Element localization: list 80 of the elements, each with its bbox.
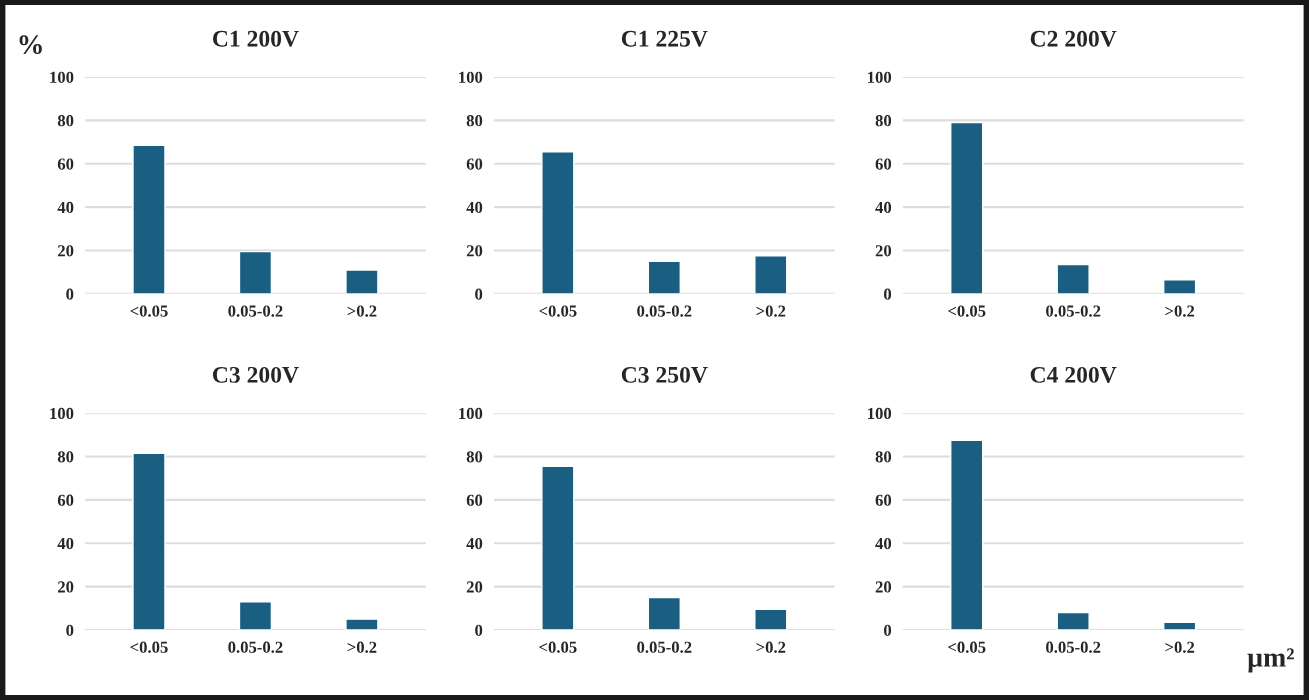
y-tick-label: 80 xyxy=(875,115,892,127)
x-tick-label: >0.2 xyxy=(1165,641,1195,653)
bar xyxy=(647,260,681,294)
y-tick-label: 40 xyxy=(466,201,483,214)
bar xyxy=(238,601,273,630)
y-axis-title: % xyxy=(19,35,42,55)
x-tick-label: <0.05 xyxy=(948,641,986,653)
bar xyxy=(345,618,379,630)
y-tick-label: 20 xyxy=(466,581,483,593)
y-tick-label: 40 xyxy=(466,537,483,550)
bar xyxy=(950,439,984,630)
y-tick-label: 100 xyxy=(50,407,74,420)
y-tick-label: 20 xyxy=(466,245,483,257)
y-tick-label: 20 xyxy=(875,581,892,593)
bar xyxy=(541,151,575,294)
bar xyxy=(132,144,166,294)
y-tick-label: 80 xyxy=(466,451,483,463)
y-tick-label: 0 xyxy=(475,288,483,300)
bar xyxy=(754,608,788,630)
y-tick-label: 0 xyxy=(884,624,892,636)
x-tick-label: <0.05 xyxy=(130,305,168,317)
y-tick-label: 100 xyxy=(459,71,483,83)
x-tick-label: <0.05 xyxy=(539,641,577,653)
bar xyxy=(754,255,788,294)
x-tick-label: >0.2 xyxy=(756,641,786,653)
y-tick-label: 60 xyxy=(466,158,483,170)
chart-title: C4 200V xyxy=(1030,366,1117,383)
y-tick-label: 60 xyxy=(57,494,74,506)
y-tick-label: 60 xyxy=(875,494,892,506)
bar xyxy=(1162,621,1197,630)
y-tick-label: 60 xyxy=(466,494,483,506)
y-tick-label: 60 xyxy=(875,158,892,170)
y-tick-label: 100 xyxy=(50,71,74,83)
x-tick-label: >0.2 xyxy=(756,305,786,317)
y-tick-label: 60 xyxy=(57,158,74,170)
bar xyxy=(1056,263,1090,294)
x-tick-label: <0.05 xyxy=(130,641,168,653)
y-tick-label: 0 xyxy=(66,624,74,636)
chart-title: C1 200V xyxy=(212,30,299,47)
y-tick-label: 40 xyxy=(57,537,74,550)
y-tick-label: 40 xyxy=(875,537,892,550)
x-tick-label: 0.05-0.2 xyxy=(637,305,692,317)
y-tick-label: 0 xyxy=(66,288,74,300)
chart-title: C3 200V xyxy=(212,366,299,383)
y-tick-label: 80 xyxy=(57,451,74,463)
x-tick-label: 0.05-0.2 xyxy=(1046,641,1101,653)
chart-title: C2 200V xyxy=(1030,30,1117,47)
x-tick-label: >0.2 xyxy=(347,641,377,653)
bar xyxy=(647,596,681,630)
y-tick-label: 80 xyxy=(466,115,483,127)
x-tick-label: >0.2 xyxy=(347,305,377,317)
bar xyxy=(950,121,984,294)
bar xyxy=(541,465,575,630)
y-tick-label: 80 xyxy=(57,115,74,127)
bar xyxy=(1056,611,1090,630)
y-tick-label: 40 xyxy=(57,201,74,214)
y-tick-label: 40 xyxy=(875,201,892,214)
y-tick-label: 0 xyxy=(475,624,483,636)
x-axis-title: µm² xyxy=(1247,648,1294,673)
y-tick-label: 20 xyxy=(875,245,892,257)
chart-title: C3 250V xyxy=(621,366,708,383)
y-tick-label: 100 xyxy=(868,407,892,420)
bar xyxy=(238,250,273,294)
y-tick-label: 100 xyxy=(459,407,483,420)
y-tick-label: 20 xyxy=(58,581,74,593)
x-tick-label: 0.05-0.2 xyxy=(228,305,283,317)
y-tick-label: 20 xyxy=(58,245,74,257)
bar xyxy=(1162,279,1197,294)
x-tick-label: <0.05 xyxy=(948,305,986,317)
x-tick-label: >0.2 xyxy=(1165,305,1195,317)
chart-title: C1 225V xyxy=(621,30,708,47)
x-tick-label: <0.05 xyxy=(539,305,577,317)
y-tick-label: 100 xyxy=(868,71,892,83)
bar xyxy=(132,452,166,630)
bar xyxy=(345,269,379,294)
y-tick-label: 0 xyxy=(884,288,892,300)
x-tick-label: 0.05-0.2 xyxy=(637,641,692,653)
y-tick-label: 80 xyxy=(875,451,892,463)
x-tick-label: 0.05-0.2 xyxy=(1046,305,1101,317)
x-tick-label: 0.05-0.2 xyxy=(228,641,283,653)
